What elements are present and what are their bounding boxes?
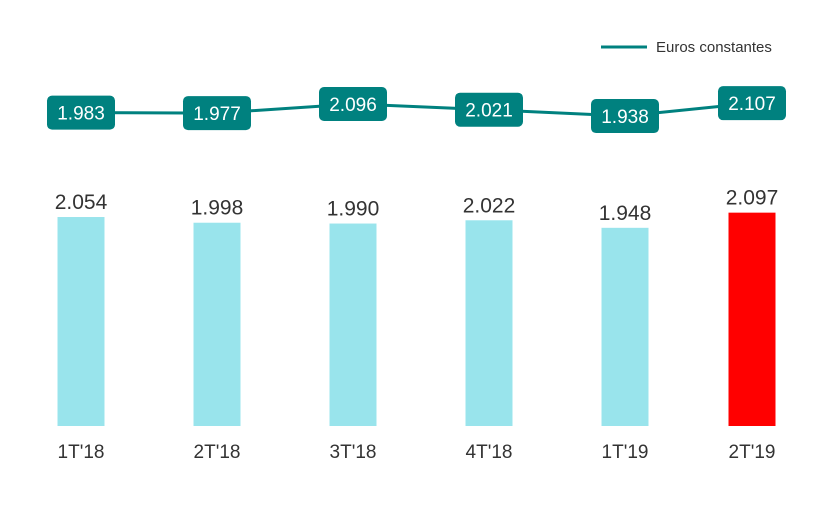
line-value-badge: 1.938 (591, 99, 659, 134)
line-value-box (455, 92, 523, 127)
bar-5 (601, 227, 649, 426)
bars (57, 212, 776, 426)
line-value-badge: 2.107 (718, 86, 786, 121)
x-tick-label: 1T'19 (602, 442, 649, 463)
line-value-label: 2.107 (728, 94, 776, 115)
x-tick-label: 4T'18 (466, 442, 513, 463)
bar-value-label: 1.990 (327, 198, 380, 221)
x-tick-label: 2T'19 (729, 442, 776, 463)
bar-1 (57, 217, 105, 426)
line-value-label: 1.983 (57, 104, 105, 125)
x-tick-label: 3T'18 (330, 442, 377, 463)
line-value-badge: 2.096 (319, 87, 387, 121)
bar-value-label: 1.948 (599, 202, 652, 225)
legend: Euros constantes (601, 39, 772, 56)
x-tick-label: 2T'18 (194, 442, 241, 463)
legend-label: Euros constantes (656, 39, 772, 56)
line-value-label: 2.021 (465, 101, 513, 122)
bar-value-label: 2.022 (463, 194, 516, 217)
x-tick-label: 1T'18 (58, 442, 105, 463)
line-value-box (718, 86, 786, 121)
x-axis-tick-labels: 1T'18 2T'18 3T'18 4T'18 1T'19 2T'19 (58, 442, 776, 463)
bar-value-label: 1.998 (191, 197, 244, 220)
bar-6 (728, 212, 776, 426)
line-value-box (591, 99, 659, 134)
line-value-badge: 1.977 (183, 96, 251, 131)
line-value-label: 1.938 (601, 107, 649, 128)
bar-value-label: 2.054 (55, 191, 108, 214)
line-value-box (319, 87, 387, 121)
bar-value-label: 2.097 (726, 187, 779, 210)
line-value-badge: 2.021 (455, 92, 523, 127)
bar-3 (329, 223, 377, 426)
line-value-label: 1.977 (193, 104, 241, 125)
line-value-badge: 1.983 (47, 95, 115, 130)
line-value-box (183, 96, 251, 131)
bar-4 (465, 220, 513, 426)
line-value-box (47, 95, 115, 130)
bar-value-labels: 2.054 1.998 1.990 2.022 1.948 2.097 (55, 187, 779, 225)
bar-2 (193, 222, 241, 426)
line-value-label: 2.096 (329, 95, 377, 116)
line-value-labels: 1.983 1.977 2.096 2.021 1.938 2.107 (47, 86, 786, 134)
